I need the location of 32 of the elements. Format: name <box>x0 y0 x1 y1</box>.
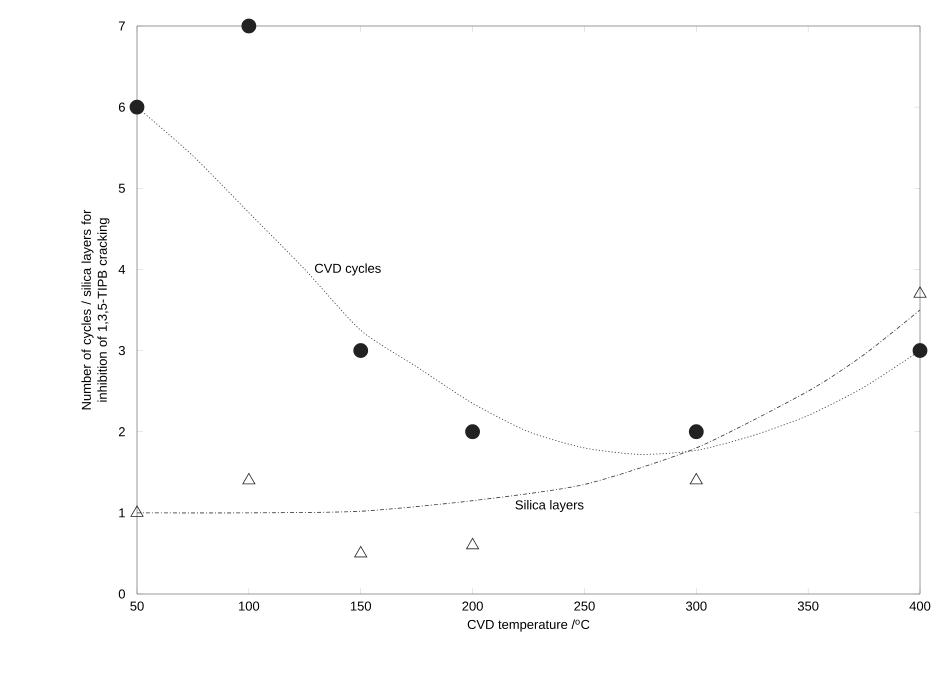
y-tick-label: 6 <box>118 102 125 112</box>
y-tick-label: 7 <box>118 22 125 30</box>
x-tick-label: 300 <box>686 602 707 611</box>
x-tick-label: 400 <box>910 602 930 611</box>
point <box>912 343 928 358</box>
y-tick-label: 2 <box>118 427 125 436</box>
series-label: CVD cycles <box>314 263 381 276</box>
y-tick-label: 5 <box>118 184 125 193</box>
x-axis-title: CVD temperature /$^{o}$C <box>468 620 590 632</box>
point <box>465 424 480 440</box>
point <box>690 473 703 484</box>
x-tick-label: 250 <box>574 602 595 611</box>
y-tick-label: 1 <box>119 508 125 518</box>
series-label: Silica layers <box>515 500 584 512</box>
x-tick-label: 200 <box>462 602 483 611</box>
point <box>242 473 256 484</box>
x-tick-label: 100 <box>239 602 260 611</box>
y-tick-label: 4 <box>118 264 126 274</box>
y-axis-title: Number of cycles / silica layers for inhibition of 1,3,5-TIPB cracking <box>81 210 110 410</box>
point <box>354 546 368 558</box>
point <box>914 286 926 298</box>
point <box>130 100 144 115</box>
x-tick-label: 150 <box>350 602 372 611</box>
y-tick-label: 3 <box>118 346 125 356</box>
point <box>241 18 256 34</box>
point <box>466 538 480 550</box>
y-tick-label: 0 <box>118 589 125 599</box>
point <box>688 424 704 440</box>
point <box>130 505 144 517</box>
x-tick-label: 350 <box>798 602 818 611</box>
x-tick-label: 50 <box>130 602 144 611</box>
point <box>353 343 368 358</box>
